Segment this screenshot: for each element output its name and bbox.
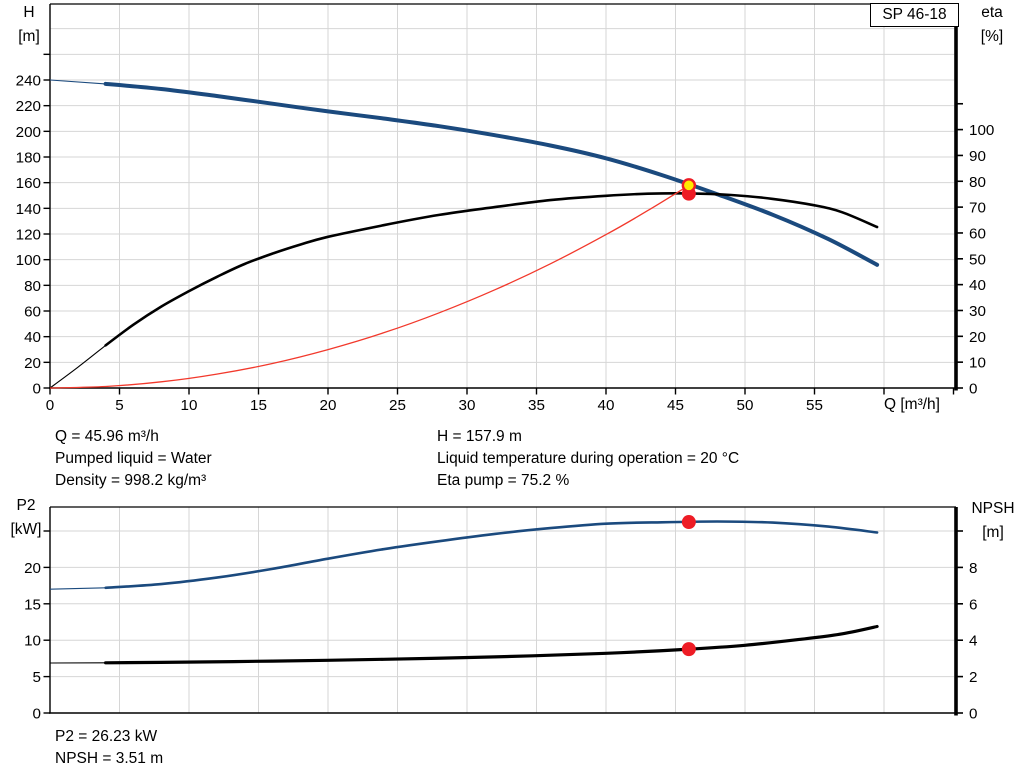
x-axis-tick-label: 20 [320,397,337,414]
left-axis-tick-label: 60 [24,304,41,321]
right-axis-tick-label: 0 [969,381,977,398]
h-curve-thin [49,79,106,85]
left-axis-tick-label: 10 [24,633,41,650]
left-axis-tick-label: 80 [24,278,41,295]
left-axis-tick-label: 200 [16,124,41,141]
bottom-right-axis-title: NPSH [m] [962,497,1024,545]
x-axis-tick-label: 55 [806,397,823,414]
h-axis-title: H [23,4,35,21]
right-axis-tick-label: 10 [969,355,986,372]
eta-curve [104,192,879,347]
info-flow: Q = 45.96 m³/h [55,428,159,445]
left-axis-tick-label: 40 [24,329,41,346]
npsh-axis-title: NPSH [971,500,1015,517]
right-axis-tick-label: 0 [969,706,977,723]
left-axis-tick-label: 240 [16,73,41,90]
duty-point-head-marker [681,178,697,193]
p2-curve [104,520,879,590]
npsh-curve [104,624,879,665]
system-curve [49,184,690,389]
x-axis-tick-label: 30 [459,397,476,414]
left-axis-tick-label: 0 [33,381,41,398]
x-axis-tick-label: 0 [46,397,54,414]
right-axis-tick-label: 20 [969,329,986,346]
info-liquid-temperature: Liquid temperature during operation = 20… [437,450,740,467]
left-axis-tick-label: 15 [24,596,41,613]
right-axis-tick-label: 80 [969,174,986,191]
left-axis-tick-label: 20 [24,355,41,372]
right-axis-tick-label: 50 [969,251,986,268]
q-axis-label: Q [m³/h] [884,396,940,413]
left-axis-tick-label: 120 [16,227,41,244]
right-axis-tick-label: 4 [969,633,977,650]
p2-axis-unit: [kW] [10,521,42,538]
left-axis-tick-label: 220 [16,98,41,115]
h-curve [103,81,880,267]
x-axis-tick-label: 35 [528,397,545,414]
left-axis-tick-label: 140 [16,201,41,218]
p2-curve-thin [49,587,106,590]
right-axis-tick-label: 40 [969,277,986,294]
right-axis-tick-label: 30 [969,303,986,320]
left-axis-tick-label: 180 [16,150,41,167]
left-axis-tick-label: 5 [33,669,41,686]
info-head: H = 157.9 m [437,428,522,445]
right-axis-tick-label: 100 [969,122,994,139]
top-right-axis-title: eta [%] [966,1,1018,49]
pump-model-badge: SP 46-18 [870,3,959,27]
left-axis-tick-label: 0 [33,706,41,723]
x-axis-tick-label: 45 [667,397,684,414]
x-axis-tick-label: 25 [389,397,406,414]
h-axis-unit: [m] [18,28,40,45]
info-density: Density = 998.2 kg/m³ [55,472,207,489]
eta-curve-thin [49,344,106,389]
x-axis-tick-label: 10 [181,397,198,414]
duty-point-npsh-marker [681,642,696,657]
duty-point-p2-marker [681,515,696,530]
p2-axis-title: P2 [16,497,36,514]
x-axis-tick-label: 40 [598,397,615,414]
left-axis-tick-label: 20 [24,560,41,577]
bottom-left-axis-title: P2 [kW] [2,494,50,542]
right-axis-tick-label: 60 [969,225,986,242]
info-pumped-liquid: Pumped liquid = Water [55,450,212,467]
left-axis-tick-label: 160 [16,175,41,192]
info-eta-pump: Eta pump = 75.2 % [437,472,570,489]
eta-axis-title: eta [981,4,1003,21]
pump-model-label: SP 46-18 [882,6,947,23]
right-axis-tick-label: 6 [969,596,977,613]
right-axis-tick-label: 2 [969,669,977,686]
x-axis-tick-label: 5 [115,397,123,414]
x-axis-tick-label: 15 [250,397,267,414]
info-npsh: NPSH = 3.51 m [55,750,164,767]
right-axis-tick-label: 70 [969,200,986,217]
right-axis-tick-label: 8 [969,560,977,577]
top-left-axis-title: H [m] [6,1,52,49]
eta-axis-unit: [%] [980,28,1004,45]
npsh-axis-unit: [m] [982,524,1004,541]
right-axis-tick-label: 90 [969,148,986,165]
x-axis-tick-label: 50 [737,397,754,414]
left-axis-tick-label: 100 [16,252,41,269]
info-p2: P2 = 26.23 kW [55,728,158,745]
